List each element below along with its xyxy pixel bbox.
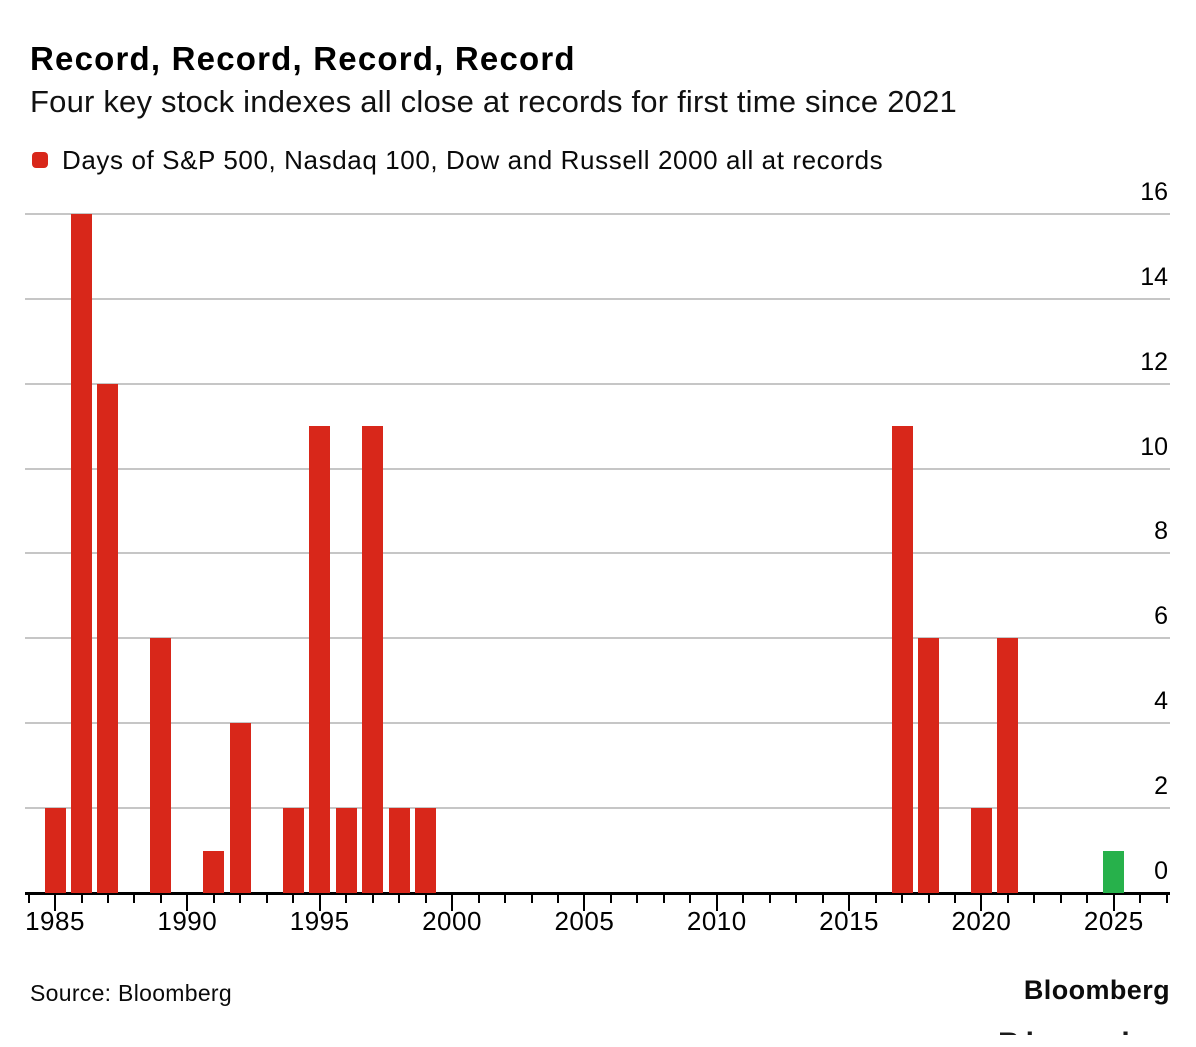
y-tick-label-2: 2: [1154, 772, 1168, 800]
x-tick-1998: [398, 895, 401, 903]
x-tick-label-2025: 2025: [1083, 906, 1144, 936]
x-tick-label-2015: 2015: [819, 906, 880, 936]
gridline-6: [25, 637, 1170, 639]
x-tick-2001: [477, 895, 480, 903]
x-tick-2024: [1086, 895, 1089, 903]
source-note: Source: Bloomberg: [30, 980, 232, 1006]
x-tick-1984: [27, 895, 30, 903]
x-tick-2005: [583, 895, 586, 911]
bar-1986: [71, 214, 92, 893]
bar-1994: [282, 808, 304, 893]
x-tick-2000: [451, 895, 453, 911]
gridline-12: [25, 383, 1170, 385]
x-tick-2019: [954, 895, 956, 903]
x-tick-2002: [504, 895, 506, 903]
y-tick-label-12: 12: [1140, 348, 1168, 376]
x-tick-label-1995: 1995: [289, 906, 350, 936]
y-tick-label-4: 4: [1154, 687, 1168, 715]
x-tick-1991: [212, 895, 215, 903]
x-tick-1993: [265, 895, 268, 903]
x-tick-1996: [345, 895, 348, 903]
x-tick-label-2005: 2005: [554, 906, 615, 936]
x-tick-2023: [1059, 895, 1062, 903]
x-tick-1986: [80, 895, 83, 903]
bar-1996: [335, 808, 357, 893]
bar-2025: [1103, 850, 1125, 893]
x-tick-label-2000: 2000: [422, 906, 482, 936]
gridline-16: [25, 213, 1170, 215]
x-tick-2007: [636, 895, 639, 903]
bar-1998: [388, 808, 410, 893]
x-tick-label-2010: 2010: [686, 906, 747, 936]
bar-1991: [203, 850, 225, 893]
x-tick-2006: [609, 895, 612, 903]
y-tick-label-10: 10: [1140, 433, 1168, 461]
x-tick-1992: [239, 895, 242, 903]
x-tick-2014: [821, 895, 824, 903]
x-tick-2012: [768, 895, 771, 903]
legend: Days of S&P 500, Nasdaq 100, Dow and Rus…: [32, 145, 883, 175]
y-tick-label-8: 8: [1154, 517, 1168, 545]
chart-title: Record, Record, Record, Record: [30, 40, 576, 77]
x-tick-2008: [662, 895, 665, 903]
bar-1997: [362, 426, 384, 893]
x-tick-label-1990: 1990: [157, 906, 218, 936]
x-tick-2010: [715, 895, 718, 911]
y-tick-label-0: 0: [1154, 857, 1168, 885]
bar-1989: [150, 638, 172, 893]
x-tick-label-2020: 2020: [951, 906, 1012, 936]
clipped-bottom-watermark: Bloomberg: [998, 1027, 1188, 1035]
x-tick-2013: [795, 895, 798, 903]
x-tick-1997: [371, 895, 374, 903]
x-tick-2020: [980, 895, 983, 911]
x-tick-2025: [1112, 895, 1115, 911]
x-tick-2015: [848, 895, 851, 911]
x-tick-2027: [1165, 895, 1168, 903]
x-tick-1987: [106, 895, 109, 903]
gridline-2: [25, 807, 1170, 809]
bar-1987: [97, 383, 119, 893]
gridline-4: [25, 722, 1170, 724]
y-tick-label-16: 16: [1140, 178, 1168, 206]
y-tick-label-14: 14: [1140, 263, 1168, 291]
x-tick-1999: [424, 895, 427, 903]
bar-1992: [229, 723, 251, 893]
bar-2021: [997, 638, 1019, 893]
gridline-8: [25, 552, 1170, 554]
y-tick-label-6: 6: [1154, 602, 1168, 630]
x-tick-1990: [186, 895, 189, 911]
x-tick-2017: [901, 895, 903, 903]
x-tick-1995: [318, 895, 321, 911]
chart-subtitle: Four key stock indexes all close at reco…: [30, 84, 957, 119]
x-tick-2004: [556, 895, 559, 903]
bar-2020: [970, 808, 992, 893]
x-tick-1988: [133, 895, 136, 903]
x-tick-1994: [292, 895, 295, 903]
x-tick-2022: [1033, 895, 1036, 903]
bar-1995: [309, 426, 331, 893]
x-tick-2021: [1006, 895, 1009, 903]
x-tick-2003: [530, 895, 533, 903]
x-tick-2026: [1139, 895, 1142, 903]
x-tick-2018: [927, 895, 930, 903]
x-tick-2009: [689, 895, 692, 903]
bar-2017: [891, 426, 913, 893]
bar-1999: [415, 808, 437, 893]
x-tick-label-1985: 1985: [25, 906, 85, 936]
brand-logo: Bloomberg: [1023, 975, 1170, 1005]
x-tick-1989: [159, 895, 162, 903]
bar-1985: [44, 808, 66, 893]
x-tick-2011: [742, 895, 745, 903]
x-tick-1985: [54, 895, 56, 911]
legend-swatch-icon: [32, 152, 48, 168]
x-axis-line: [25, 892, 1170, 895]
gridline-10: [25, 468, 1170, 470]
bar-2018: [918, 638, 939, 893]
legend-label: Days of S&P 500, Nasdaq 100, Dow and Rus…: [62, 144, 884, 175]
gridline-14: [25, 298, 1170, 300]
x-tick-2016: [874, 895, 877, 903]
